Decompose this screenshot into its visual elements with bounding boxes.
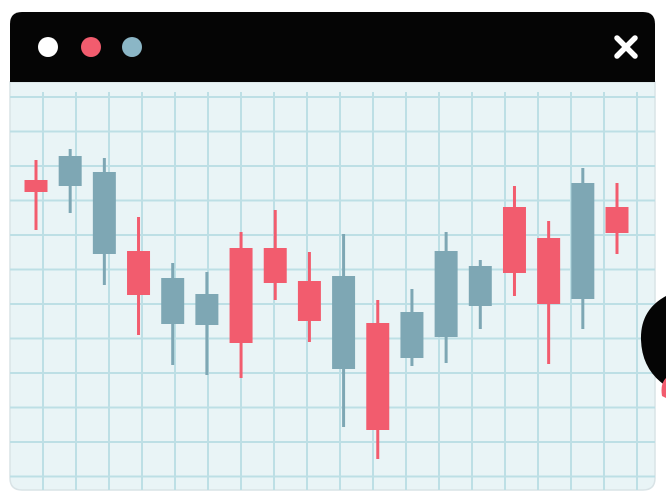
window-dot[interactable] — [122, 37, 142, 57]
window — [0, 0, 666, 491]
candle-body — [400, 312, 423, 358]
title-bar — [10, 12, 655, 82]
candle-body — [332, 276, 355, 369]
candle-body — [59, 156, 82, 186]
candle-body — [127, 251, 150, 295]
candle-body — [366, 323, 389, 430]
page: {"chart_data": {"type": "candlestick", "… — [0, 0, 666, 491]
candle-body — [195, 294, 218, 325]
candle-body — [230, 248, 253, 343]
candle-body — [93, 172, 116, 254]
candle-body — [161, 278, 184, 324]
candle-body — [571, 183, 594, 299]
candle-body — [606, 207, 629, 233]
candle-body — [537, 238, 560, 304]
window-dot[interactable] — [81, 37, 101, 57]
window-dot[interactable] — [38, 37, 58, 57]
candle-body — [469, 266, 492, 306]
candle-body — [264, 248, 287, 283]
candle-body — [298, 281, 321, 321]
candle-body — [25, 180, 48, 192]
candle-body — [435, 251, 458, 337]
candle-body — [503, 207, 526, 273]
